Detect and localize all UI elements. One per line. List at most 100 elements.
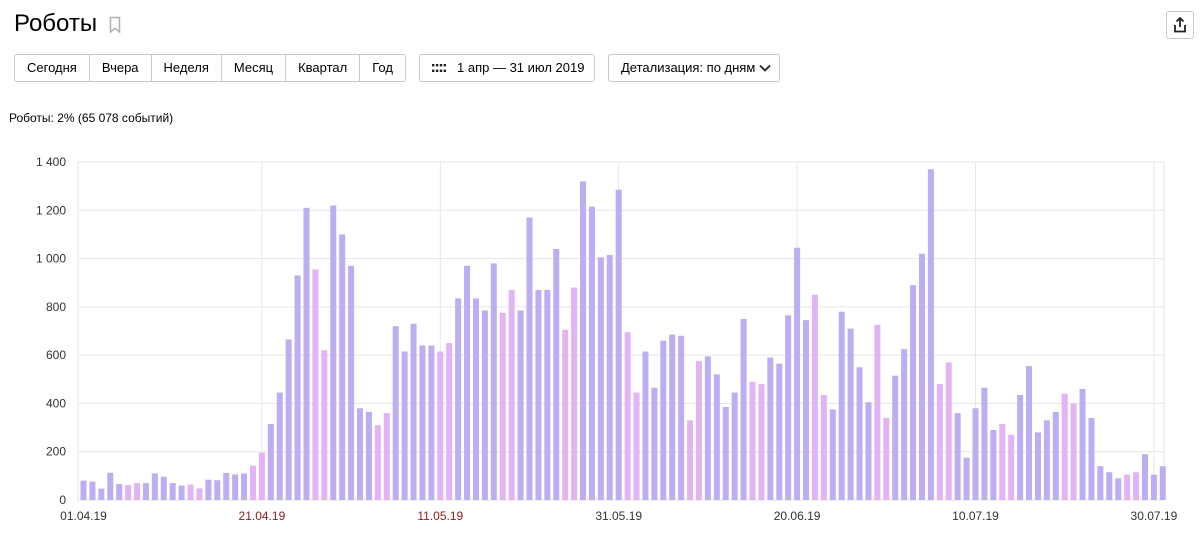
chart-bar — [285, 339, 292, 500]
chart-bar — [749, 381, 756, 500]
chart-bar — [142, 483, 149, 500]
chart-bar — [312, 269, 319, 500]
chart-bar — [419, 345, 426, 500]
chart-bar — [936, 384, 943, 500]
y-tick-label: 1 200 — [36, 203, 66, 217]
chart-bar — [437, 351, 444, 500]
chart-bar — [999, 423, 1006, 500]
y-tick-label: 0 — [59, 493, 66, 507]
x-tick-label: 31.05.19 — [595, 509, 642, 523]
chart-bar — [89, 481, 96, 500]
y-tick-label: 200 — [46, 445, 66, 459]
y-tick-label: 1 000 — [36, 252, 66, 266]
chart-bar — [588, 206, 595, 500]
chart-bar — [1133, 472, 1140, 500]
period-week-button[interactable]: Неделя — [151, 55, 222, 81]
page-title: Роботы — [14, 10, 98, 37]
chart-bar — [811, 294, 818, 500]
chart-bar — [383, 413, 390, 500]
chevron-down-icon — [759, 64, 771, 72]
chart-bar — [847, 328, 854, 500]
chart-bar — [249, 465, 256, 500]
chart-bar — [330, 205, 337, 500]
chart-bar — [892, 375, 899, 500]
chart-bar — [339, 234, 346, 500]
chart-bar — [901, 349, 908, 500]
chart-bar — [508, 289, 515, 500]
calendar-icon — [432, 64, 446, 72]
chart-bar — [678, 335, 685, 500]
chart-bar — [1124, 474, 1131, 500]
period-selector: Сегодня Вчера Неделя Месяц Квартал Год — [14, 54, 406, 82]
chart-bar — [945, 362, 952, 500]
chart-bar — [517, 310, 524, 500]
period-quarter-button[interactable]: Квартал — [286, 55, 361, 81]
y-tick-label: 600 — [46, 348, 66, 362]
chart-bar — [553, 248, 560, 500]
chart-bar — [223, 472, 230, 500]
chart-bar — [562, 329, 569, 500]
chart-bar — [178, 485, 185, 500]
detail-dropdown[interactable]: Детализация: по дням — [608, 54, 780, 82]
chart-bar — [597, 257, 604, 500]
chart-bar — [731, 392, 738, 500]
chart-bar — [918, 253, 925, 500]
chart-bar — [116, 484, 123, 500]
summary-text: Роботы: 2% (65 078 событий) — [9, 111, 174, 125]
chart-bar — [374, 425, 381, 500]
y-tick-label: 400 — [46, 396, 66, 410]
chart-bar — [125, 485, 132, 500]
period-month-button[interactable]: Месяц — [221, 55, 287, 81]
bookmark-icon[interactable] — [109, 16, 121, 34]
chart-bar — [669, 334, 676, 500]
chart-bar — [1088, 417, 1095, 500]
chart-bar — [615, 189, 622, 500]
chart-bar — [972, 408, 979, 500]
chart-bar — [205, 479, 212, 500]
chart-bar — [954, 413, 961, 500]
chart-bar — [767, 357, 774, 500]
chart-bar — [820, 394, 827, 500]
chart-bar — [803, 320, 810, 500]
chart-bar — [927, 169, 934, 500]
chart-bar — [348, 265, 355, 500]
x-tick-label: 20.06.19 — [774, 509, 821, 523]
chart-bar — [196, 488, 203, 500]
chart-bar — [232, 474, 239, 500]
chart-bar — [481, 310, 488, 500]
chart-bar — [544, 289, 551, 500]
chart-bar — [321, 350, 328, 500]
chart-bar — [526, 217, 533, 500]
date-range-button[interactable]: 1 апр — 31 июл 2019 — [419, 54, 595, 82]
chart-bar — [963, 457, 970, 500]
period-year-button[interactable]: Год — [360, 55, 405, 81]
chart-bar — [107, 472, 114, 500]
chart-bar — [401, 351, 408, 500]
chart-bar — [1150, 474, 1157, 500]
chart-bar — [1017, 394, 1024, 500]
chart-bar — [1070, 403, 1077, 500]
chart-bar — [276, 392, 283, 500]
chart-bar — [865, 402, 872, 500]
y-tick-label: 800 — [46, 300, 66, 314]
share-button[interactable] — [1166, 11, 1194, 39]
chart-bar — [740, 318, 747, 500]
period-yesterday-button[interactable]: Вчера — [89, 55, 152, 81]
chart-bar — [606, 254, 613, 500]
detail-label: Детализация: по дням — [621, 60, 756, 75]
chart-bar — [758, 384, 765, 500]
chart-bar — [294, 275, 301, 500]
chart-bar — [856, 367, 863, 500]
chart-bar — [580, 181, 587, 501]
chart-bar — [660, 340, 667, 500]
chart-bar — [134, 483, 141, 500]
chart-bar — [187, 484, 194, 500]
y-tick-label: 1 400 — [36, 155, 66, 169]
chart-bar — [535, 289, 542, 500]
chart-bar — [1106, 472, 1113, 500]
chart-bar — [1159, 466, 1166, 500]
x-tick-label: 30.07.19 — [1131, 509, 1178, 523]
period-today-button[interactable]: Сегодня — [15, 55, 90, 81]
chart-bar — [490, 263, 497, 500]
chart-bar — [713, 374, 720, 500]
